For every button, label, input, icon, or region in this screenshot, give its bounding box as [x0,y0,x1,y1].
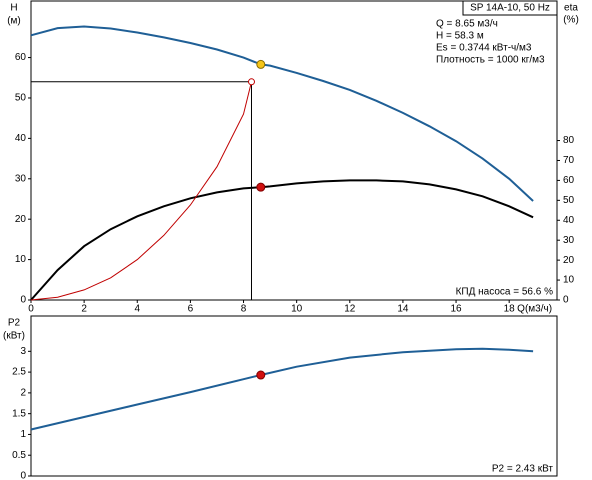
y2-tick-label: 50 [563,195,575,206]
operating-point [256,182,266,192]
plot-frame [30,315,558,477]
y2-tick-label: 0 [563,295,569,306]
power-label: P2 = 2.43 кВт [492,464,554,475]
y-tick-label: 60 [15,52,27,63]
x-tick-label: 0 [28,304,34,315]
x-tick-label: 16 [450,304,462,315]
y-tick-label: 40 [15,133,27,144]
y2-tick-label: 70 [563,155,575,166]
x-tick-label: 12 [344,304,356,315]
operating-point [256,370,266,380]
y2-tick-label: 80 [563,135,575,146]
info-label: Es = 0.3744 кВт-ч/м3 [436,43,532,54]
y-tick-label: 1.5 [12,408,26,419]
x-tick-label: 14 [397,304,409,315]
x-tick-label: 4 [134,304,140,315]
info-label: H = 58.3 м [436,31,484,42]
y-axis-label: P2 [8,318,21,329]
y-tick-label: 0 [20,471,26,480]
plot-frame [30,0,558,301]
x-tick-label: 8 [241,304,247,315]
y-tick-label: 30 [15,173,27,184]
y-tick-label: 20 [15,214,27,225]
y-tick-label: 10 [15,254,27,265]
y2-tick-label: 60 [563,175,575,186]
x-tick-label: 10 [291,304,303,315]
info-label: Плотность = 1000 кг/м3 [436,55,545,66]
curve [30,25,534,202]
y-tick-label: 3 [20,346,26,357]
efficiency-label: КПД насоса = 56.6 % [456,287,554,298]
y2-axis-unit: (%) [563,15,579,26]
x-tick-label: 6 [188,304,194,315]
y-tick-label: 1 [20,429,26,440]
y-axis-unit: (м) [7,16,21,27]
y-tick-label: 0 [20,295,26,306]
curve [30,179,534,301]
curve [30,347,534,431]
y-tick-label: 2.5 [12,367,26,378]
operating-point [256,59,266,69]
y-axis-unit: (кВт) [3,331,25,342]
y-tick-label: 2 [20,388,26,399]
y2-tick-label: 30 [563,235,575,246]
y-axis-label: H [10,3,17,14]
x-tick-label: 18 [504,304,516,315]
x-tick-label: 2 [81,304,87,315]
curve [30,81,252,301]
model-box [462,0,558,16]
operating-point [247,78,255,86]
y2-tick-label: 10 [563,275,575,286]
x-axis-label: Q(м3/ч) [517,304,552,315]
info-label: Q = 8.65 м3/ч [436,19,498,30]
y2-tick-label: 20 [563,255,575,266]
y2-tick-label: 40 [563,215,575,226]
model-label: SP 14A-10, 50 Hz [470,3,550,14]
y-tick-label: 0.5 [12,450,26,461]
y-tick-label: 50 [15,93,27,104]
y2-axis-label: eta [564,3,578,14]
